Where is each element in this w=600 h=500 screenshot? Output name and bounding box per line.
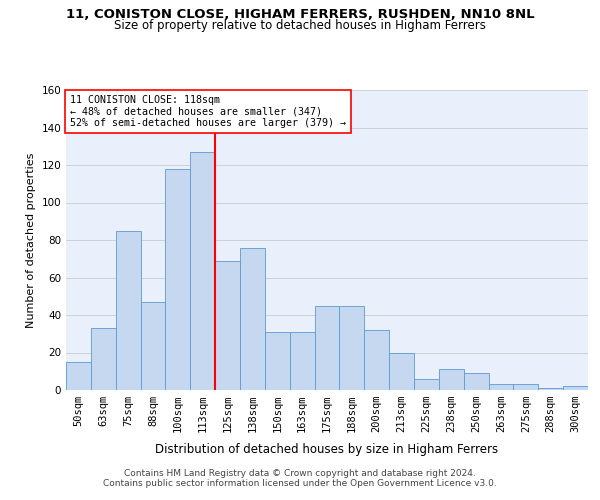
Bar: [514, 384, 538, 390]
Bar: [140, 302, 166, 390]
Bar: [439, 370, 464, 390]
Bar: [563, 386, 588, 390]
Text: Contains public sector information licensed under the Open Government Licence v3: Contains public sector information licen…: [103, 478, 497, 488]
Bar: [314, 306, 340, 390]
Bar: [364, 330, 389, 390]
Bar: [414, 379, 439, 390]
Bar: [166, 169, 190, 390]
Text: 11 CONISTON CLOSE: 118sqm
← 48% of detached houses are smaller (347)
52% of semi: 11 CONISTON CLOSE: 118sqm ← 48% of detac…: [70, 94, 346, 128]
Bar: [91, 328, 116, 390]
Bar: [389, 352, 414, 390]
Y-axis label: Number of detached properties: Number of detached properties: [26, 152, 36, 328]
Bar: [265, 332, 290, 390]
Bar: [488, 384, 514, 390]
Bar: [66, 362, 91, 390]
Bar: [190, 152, 215, 390]
Bar: [464, 373, 488, 390]
Bar: [116, 230, 140, 390]
Bar: [290, 332, 314, 390]
Text: Size of property relative to detached houses in Higham Ferrers: Size of property relative to detached ho…: [114, 19, 486, 32]
Bar: [240, 248, 265, 390]
Text: Distribution of detached houses by size in Higham Ferrers: Distribution of detached houses by size …: [155, 442, 499, 456]
Bar: [215, 260, 240, 390]
Bar: [538, 388, 563, 390]
Text: Contains HM Land Registry data © Crown copyright and database right 2024.: Contains HM Land Registry data © Crown c…: [124, 468, 476, 477]
Text: 11, CONISTON CLOSE, HIGHAM FERRERS, RUSHDEN, NN10 8NL: 11, CONISTON CLOSE, HIGHAM FERRERS, RUSH…: [65, 8, 535, 20]
Bar: [340, 306, 364, 390]
